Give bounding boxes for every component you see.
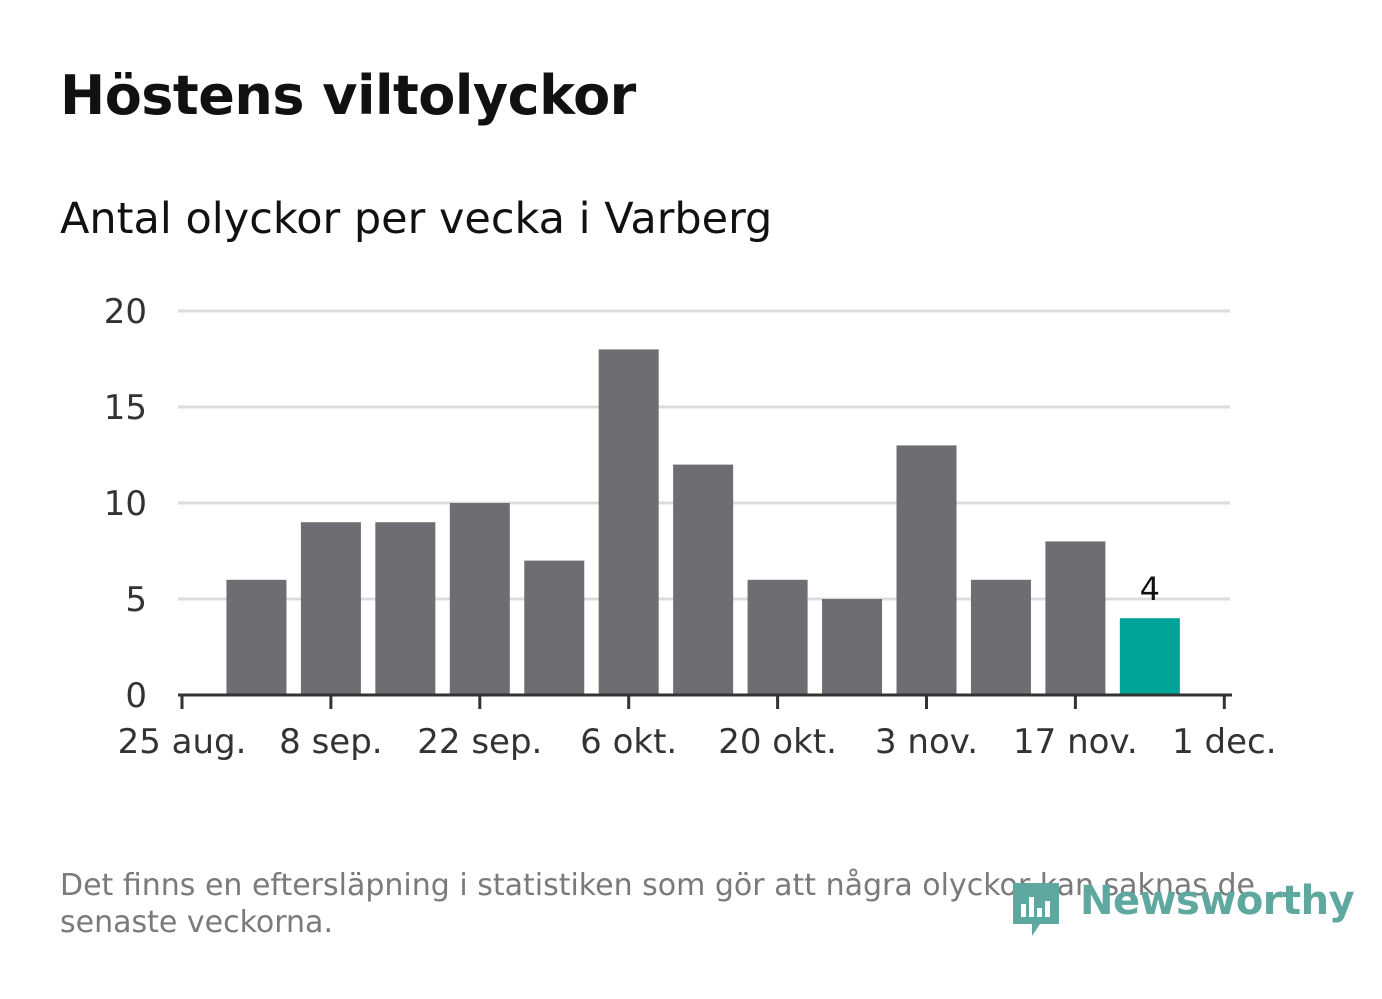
x-tick-label: 20 okt. — [718, 722, 837, 762]
x-tick-label: 17 nov. — [1013, 722, 1138, 762]
bar — [226, 579, 287, 695]
chart-subtitle: Antal olyckor per vecka i Varberg — [60, 194, 773, 244]
bar — [822, 599, 883, 695]
y-tick-label: 10 — [104, 484, 147, 524]
newsworthy-logo-icon — [1013, 883, 1059, 936]
x-tick-label: 22 sep. — [417, 722, 542, 762]
bar-chart: 0 5 10 15 20 4 25 aug. 8 sep. 22 sep. 6 okt. 20 ok… — [104, 292, 1277, 762]
y-tick-label: 20 — [104, 292, 147, 332]
bar — [375, 522, 436, 695]
bar — [896, 445, 957, 695]
y-tick-label: 15 — [104, 388, 147, 428]
bar — [598, 349, 659, 695]
x-tick-label: 3 nov. — [875, 722, 978, 762]
bar — [673, 464, 734, 695]
bar — [747, 579, 808, 695]
data-label: 4 — [1140, 570, 1160, 608]
bar-highlight — [1119, 618, 1180, 695]
bar — [449, 503, 510, 695]
logo-text: Newsworthy — [1080, 878, 1355, 924]
chart-title: Höstens viltolyckor — [60, 64, 636, 127]
y-tick-label: 0 — [125, 676, 147, 716]
x-tick-label: 25 aug. — [118, 722, 247, 762]
bar — [1045, 541, 1106, 695]
bar — [524, 560, 585, 695]
y-tick-label: 5 — [125, 580, 147, 620]
x-tick-label: 6 okt. — [580, 722, 677, 762]
x-tick-label: 8 sep. — [279, 722, 382, 762]
bar — [300, 522, 361, 695]
bar — [970, 579, 1031, 695]
x-tick-label: 1 dec. — [1172, 722, 1276, 762]
newsworthy-logo: Newsworthy — [1010, 872, 1355, 942]
